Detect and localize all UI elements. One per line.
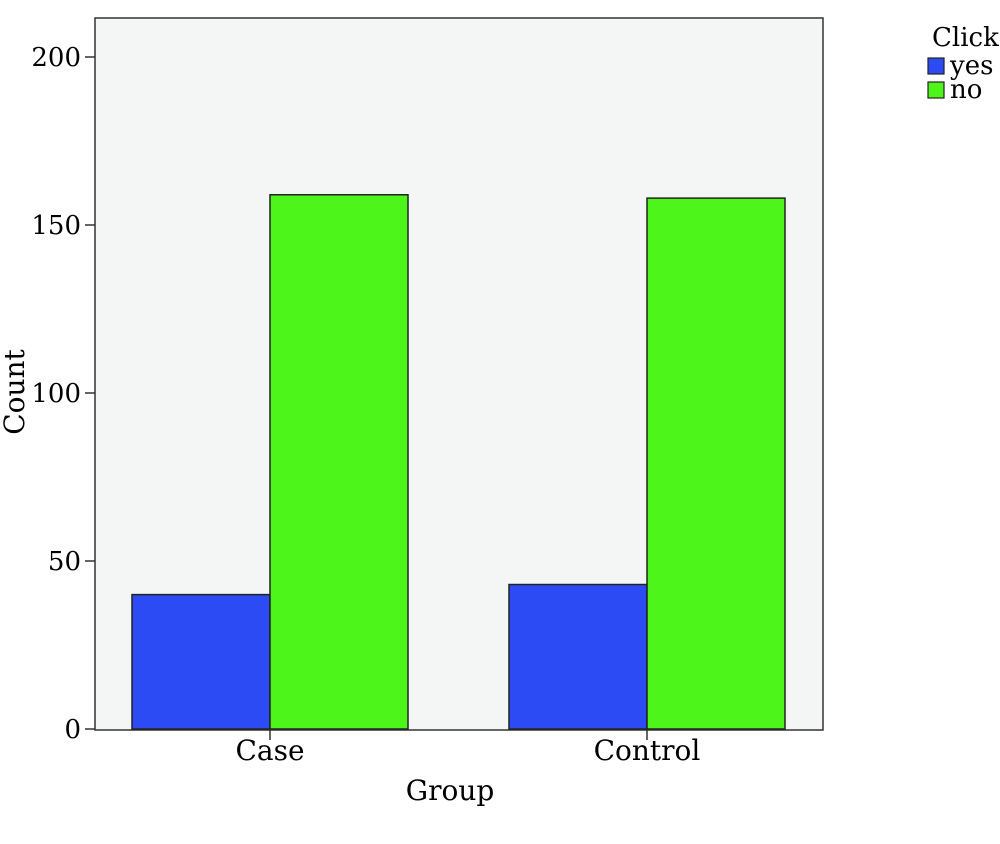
bar-yes-control [508,583,648,730]
x-axis-title: Group [406,774,495,807]
bar-yes-case [131,593,271,730]
legend-swatch-yes [927,57,945,75]
legend-title: Click [932,23,999,53]
legend-swatch-no [927,81,945,99]
y-axis-title: Count [0,348,31,434]
legend-label-yes: yes [949,51,993,81]
legend-label-no: no [950,75,982,105]
y-tick-label: 0 [64,715,81,745]
bar-no-case [269,194,409,730]
y-tick-label: 150 [31,211,81,241]
bar-no-control [646,197,786,730]
y-tick-label: 100 [31,379,81,409]
y-tick-label: 200 [31,43,81,73]
x-tick-label: Case [235,734,304,767]
y-tick-label: 50 [48,547,81,577]
x-tick-label: Control [594,734,701,767]
bars-layer [131,194,786,730]
axes-layer: 0 50 100 150 200 Case Control [31,43,700,767]
